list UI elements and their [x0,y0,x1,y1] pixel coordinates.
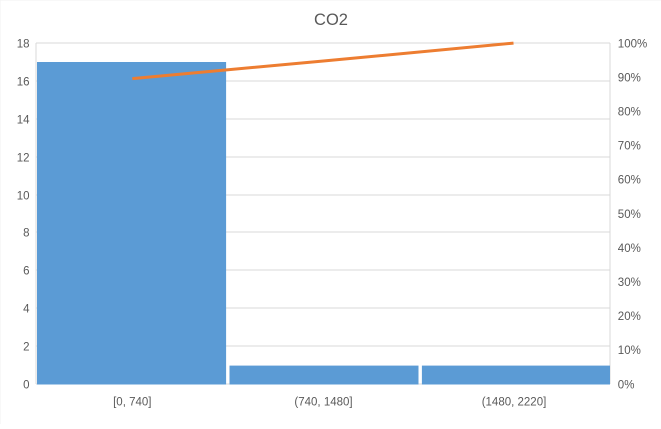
svg-text:30%: 30% [618,277,641,289]
svg-text:8: 8 [23,227,29,239]
svg-text:2: 2 [23,341,29,353]
svg-text:18: 18 [17,38,30,50]
svg-text:90%: 90% [618,72,641,84]
svg-text:100%: 100% [618,38,647,50]
svg-text:6: 6 [23,265,29,277]
svg-text:20%: 20% [618,311,641,323]
svg-text:(1480, 2220]: (1480, 2220] [482,397,547,409]
svg-text:(740, 1480]: (740, 1480] [294,397,352,409]
svg-text:16: 16 [17,76,30,88]
svg-text:10%: 10% [618,345,641,357]
svg-text:70%: 70% [618,141,641,153]
svg-text:[0, 740]: [0, 740] [113,397,151,409]
svg-text:0: 0 [23,379,29,391]
svg-text:4: 4 [23,303,30,315]
svg-text:60%: 60% [618,175,641,187]
svg-text:CO2: CO2 [314,11,348,29]
svg-text:14: 14 [17,114,30,126]
svg-text:0%: 0% [618,379,635,391]
svg-text:80%: 80% [618,107,641,119]
svg-text:12: 12 [17,152,30,164]
svg-text:40%: 40% [618,243,641,255]
svg-text:50%: 50% [618,209,641,221]
svg-text:10: 10 [17,190,30,202]
